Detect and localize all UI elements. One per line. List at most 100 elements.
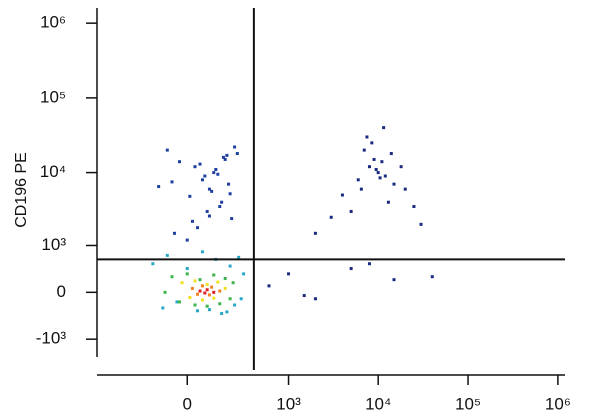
dot	[220, 312, 224, 316]
dot	[372, 157, 376, 161]
dot	[235, 152, 239, 156]
dot	[200, 298, 204, 302]
dot	[185, 238, 189, 242]
dot	[403, 187, 407, 191]
dot	[205, 304, 209, 308]
dot	[302, 294, 306, 298]
dot	[399, 165, 403, 169]
dot	[237, 255, 241, 259]
y-tick-label: 10⁴	[40, 162, 66, 181]
dot	[228, 264, 232, 268]
dot	[151, 262, 155, 266]
dot	[165, 253, 169, 257]
dot	[212, 273, 216, 277]
dot	[200, 250, 204, 254]
dot	[340, 193, 344, 197]
dot	[365, 135, 369, 139]
dot	[203, 174, 207, 178]
dot	[223, 276, 227, 280]
dot	[228, 192, 232, 196]
dot	[170, 180, 174, 184]
dot	[386, 200, 390, 204]
dot	[196, 226, 200, 230]
y-tick-label: 10³	[41, 235, 66, 254]
dot	[205, 283, 209, 287]
x-tick-label: 10⁴	[365, 394, 391, 413]
dot	[239, 297, 243, 301]
dot	[223, 157, 227, 161]
dot	[205, 209, 209, 213]
dot	[228, 297, 232, 301]
dot	[203, 291, 207, 295]
dot	[207, 187, 211, 191]
dot	[198, 278, 202, 282]
dot	[170, 275, 174, 279]
y-tick-label: 10⁵	[40, 87, 66, 106]
dot	[200, 178, 204, 182]
dot	[190, 286, 194, 290]
dot	[376, 171, 380, 175]
dot	[233, 145, 237, 149]
dot	[188, 295, 192, 299]
dot	[313, 297, 317, 301]
dot	[212, 290, 216, 294]
dot	[367, 262, 371, 266]
dot	[230, 217, 234, 221]
dot	[267, 284, 271, 288]
dot	[188, 194, 192, 198]
dot	[349, 267, 353, 271]
dot	[233, 303, 237, 307]
dot	[383, 174, 387, 178]
dot	[378, 176, 382, 180]
dot	[193, 303, 197, 307]
dot	[367, 165, 371, 169]
dot	[180, 281, 184, 285]
dot	[193, 165, 197, 169]
dot	[198, 162, 202, 166]
dot	[419, 222, 423, 226]
dot	[200, 284, 204, 288]
dot	[218, 289, 222, 293]
dot	[216, 280, 220, 284]
dot	[207, 293, 211, 297]
dot	[313, 231, 317, 235]
dot	[380, 160, 384, 164]
dot	[356, 178, 360, 182]
dot	[210, 189, 214, 193]
x-tick-label: 10⁵	[455, 394, 481, 413]
dot	[218, 205, 222, 209]
dot	[227, 182, 231, 186]
dot	[161, 306, 165, 310]
dot	[231, 281, 235, 285]
dot	[225, 153, 229, 157]
dot	[177, 160, 181, 164]
dot	[193, 279, 197, 283]
dot	[392, 278, 396, 282]
dot	[430, 275, 434, 279]
dot	[412, 205, 416, 209]
y-tick-label: 10⁶	[40, 13, 66, 32]
dot	[242, 272, 246, 276]
dot	[359, 187, 363, 191]
dot	[207, 308, 211, 312]
y-tick-label: -10³	[36, 329, 67, 348]
dot	[212, 171, 216, 175]
dot	[370, 141, 374, 145]
dot	[392, 182, 396, 186]
dot	[374, 168, 378, 172]
dot	[185, 267, 189, 271]
dot	[220, 200, 224, 204]
y-tick-label: 0	[57, 282, 66, 301]
x-tick-label: 0	[183, 394, 192, 413]
dot	[157, 185, 161, 189]
dot	[207, 214, 211, 218]
dot	[163, 290, 167, 294]
dot	[287, 272, 291, 276]
dot	[389, 152, 393, 156]
dot	[349, 209, 353, 213]
dot	[210, 285, 214, 289]
x-tick-label: 10⁶	[545, 394, 571, 413]
dot	[329, 215, 333, 219]
dot	[212, 296, 216, 300]
